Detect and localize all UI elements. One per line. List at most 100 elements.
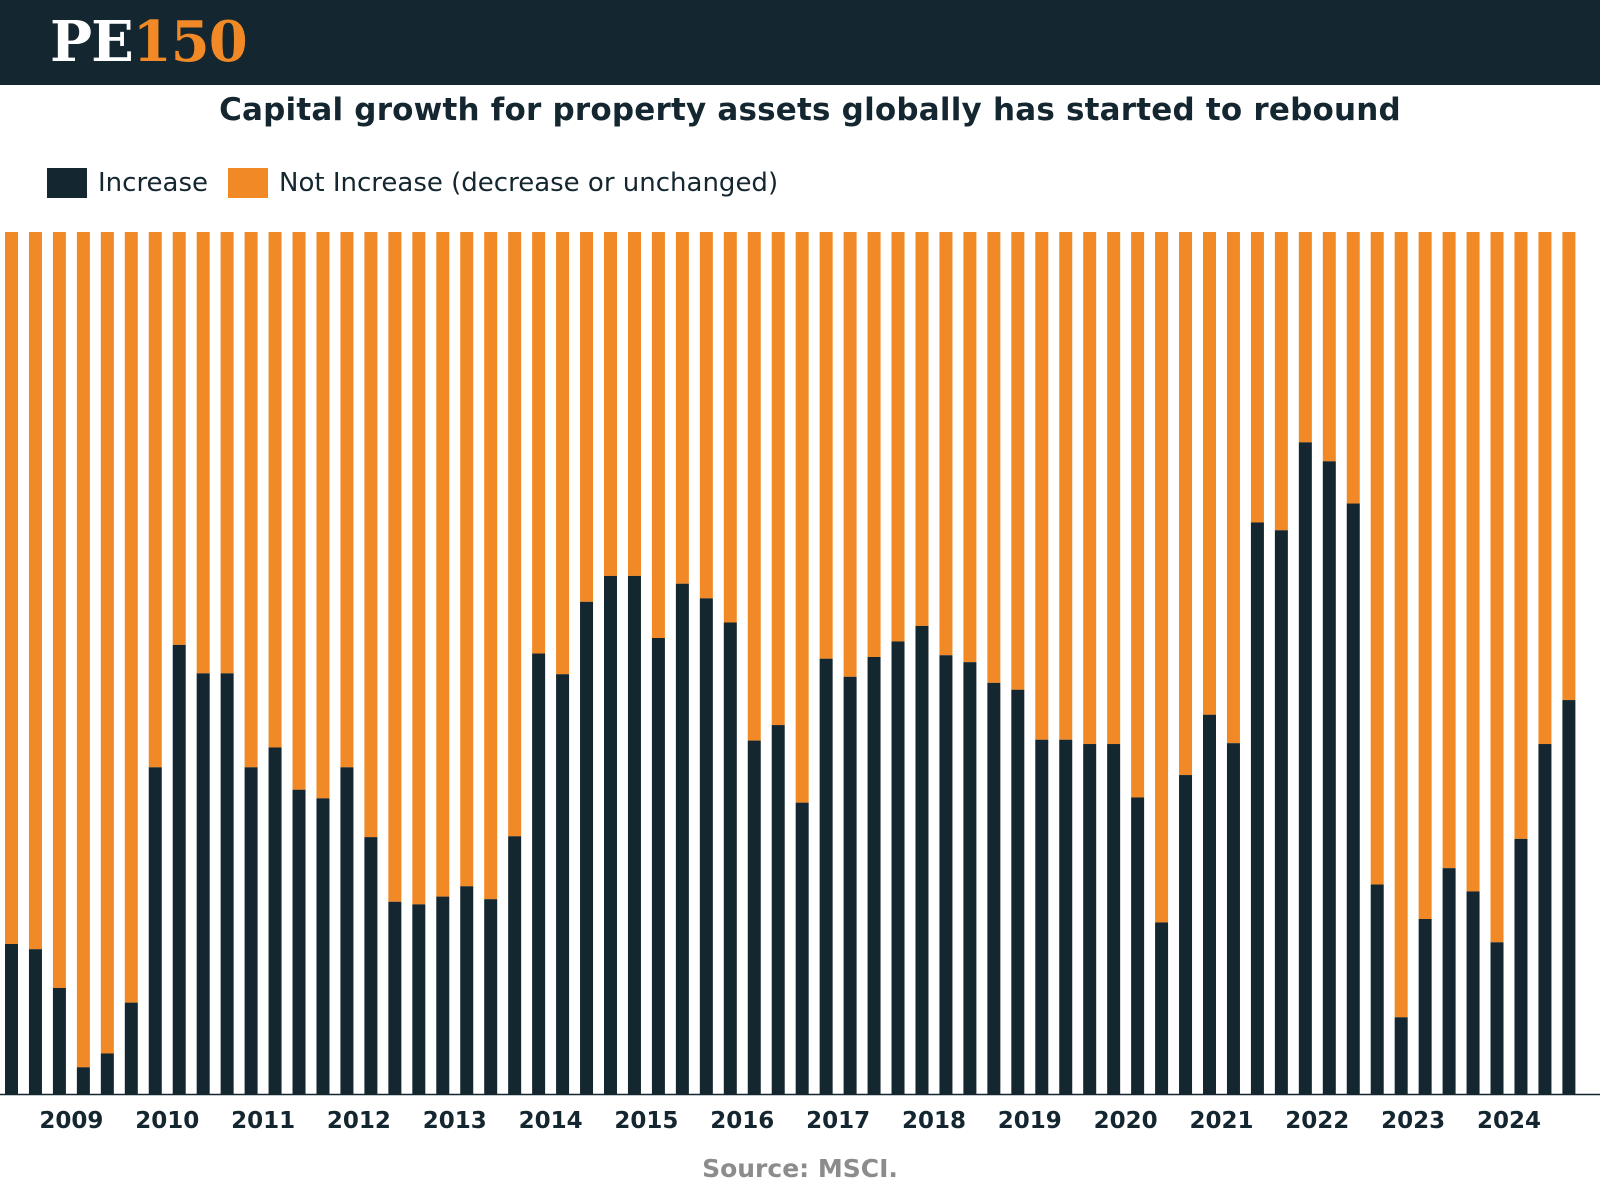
bar-increase: [1059, 739, 1073, 1094]
bar-increase: [699, 598, 713, 1094]
chart-legend: Increase Not Increase (decrease or uncha…: [47, 165, 798, 201]
x-tick-label: 2011: [231, 1108, 295, 1134]
bar-not-increase: [1298, 232, 1312, 443]
bar-not-increase: [364, 232, 378, 838]
bar-increase: [1562, 700, 1576, 1094]
bar-not-increase: [220, 232, 234, 674]
bar-increase: [340, 767, 354, 1094]
bar-not-increase: [340, 232, 354, 768]
chart-title: Capital growth for property assets globa…: [219, 92, 1401, 128]
bar-not-increase: [771, 232, 785, 726]
bar-not-increase: [196, 232, 210, 674]
bar-not-increase: [1346, 232, 1360, 504]
bar-not-increase: [316, 232, 330, 799]
bar-increase: [1203, 714, 1216, 1094]
legend-item-not-increase: Not Increase (decrease or unchanged): [228, 168, 778, 198]
bar-increase: [963, 662, 977, 1094]
bar-increase: [939, 655, 953, 1094]
bar-not-increase: [987, 232, 1001, 683]
bar-increase: [196, 673, 210, 1094]
x-tick-label: 2010: [135, 1108, 199, 1134]
bar-increase: [795, 802, 809, 1094]
bar-not-increase: [1322, 232, 1336, 462]
bar-not-increase: [1035, 232, 1049, 740]
bar-increase: [915, 625, 929, 1094]
bar-increase: [651, 638, 665, 1094]
bar-not-increase: [843, 232, 857, 677]
bar-not-increase: [484, 232, 498, 900]
bar-increase: [1346, 503, 1360, 1094]
legend-swatch-not-increase: [228, 168, 269, 198]
bar-not-increase: [1250, 232, 1264, 523]
bar-not-increase: [1418, 232, 1432, 920]
bar-increase: [1274, 530, 1288, 1094]
bar-increase: [1035, 739, 1049, 1094]
bar-not-increase: [1059, 232, 1073, 740]
bar-not-increase: [100, 232, 114, 1054]
bar-increase: [1179, 775, 1193, 1094]
bar-not-increase: [532, 232, 546, 654]
bar-not-increase: [795, 232, 809, 803]
bar-not-increase: [292, 232, 306, 790]
bar-increase: [604, 575, 617, 1094]
bar-increase: [76, 1067, 90, 1094]
x-tick-label: 2015: [614, 1108, 678, 1134]
x-tick-label: 2021: [1189, 1108, 1253, 1134]
bar-increase: [1107, 744, 1121, 1094]
bar-not-increase: [412, 232, 426, 905]
x-tick-label: 2012: [327, 1108, 391, 1134]
bar-not-increase: [1514, 232, 1528, 839]
bar-increase: [1322, 461, 1336, 1094]
bar-not-increase: [460, 232, 474, 887]
bar-increase: [460, 886, 474, 1094]
bar-increase: [100, 1053, 114, 1094]
bar-increase: [508, 836, 522, 1094]
x-tick-label: 2018: [902, 1108, 966, 1134]
bar-increase: [1418, 919, 1432, 1094]
bar-increase: [1442, 868, 1456, 1094]
bar-not-increase: [1131, 232, 1145, 798]
legend-label-not-increase: Not Increase (decrease or unchanged): [279, 168, 779, 198]
x-tick-label: 2022: [1285, 1108, 1349, 1134]
bar-increase: [771, 725, 785, 1094]
bar-increase: [316, 798, 330, 1094]
bar-not-increase: [580, 232, 594, 602]
bar-not-increase: [1394, 232, 1408, 1018]
bar-not-increase: [675, 232, 689, 584]
bar-not-increase: [52, 232, 66, 988]
bar-not-increase: [5, 232, 18, 945]
bar-not-increase: [819, 232, 833, 659]
bar-increase: [891, 641, 905, 1094]
bar-increase: [1394, 1017, 1408, 1094]
bar-increase: [172, 644, 186, 1094]
bar-not-increase: [867, 232, 881, 657]
bar-increase: [28, 949, 42, 1094]
bar-increase: [244, 767, 258, 1094]
bar-not-increase: [1490, 232, 1504, 943]
bar-not-increase: [1083, 232, 1097, 745]
bar-increase: [1155, 922, 1169, 1094]
bar-not-increase: [939, 232, 953, 656]
bar-increase: [556, 674, 570, 1094]
bar-not-increase: [436, 232, 450, 897]
bar-not-increase: [1562, 232, 1576, 701]
bar-increase: [364, 837, 378, 1094]
legend-item-increase: Increase: [47, 168, 208, 198]
bar-increase: [1226, 743, 1240, 1094]
bar-increase: [1514, 838, 1528, 1094]
bar-not-increase: [723, 232, 737, 623]
brand-logo-number: 150: [132, 9, 248, 75]
bar-not-increase: [148, 232, 162, 768]
bar-not-increase: [915, 232, 929, 626]
bar-not-increase: [124, 232, 138, 1003]
bar-increase: [987, 682, 1001, 1094]
x-tick-label: 2020: [1094, 1108, 1158, 1134]
bar-not-increase: [1179, 232, 1193, 776]
bar-not-increase: [699, 232, 713, 599]
brand-logo-pe: PE: [50, 9, 134, 75]
bar-not-increase: [604, 232, 617, 576]
bar-increase: [532, 653, 546, 1094]
bar-increase: [1250, 522, 1264, 1094]
bar-increase: [867, 656, 881, 1094]
legend-label-increase: Increase: [98, 168, 209, 198]
